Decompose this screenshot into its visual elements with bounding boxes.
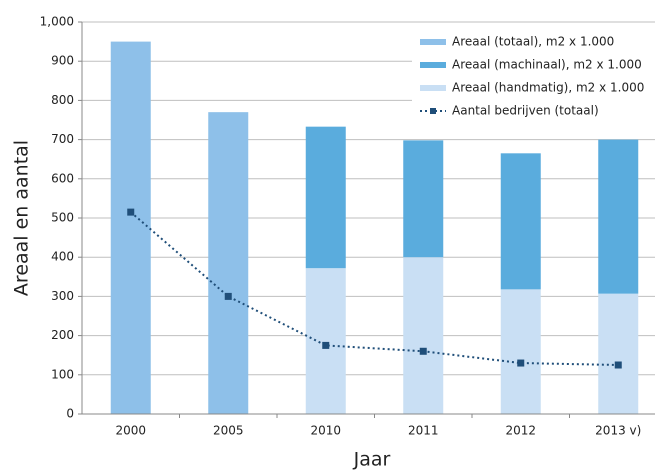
line	[130, 211, 619, 366]
x-axis-title: Jaar	[353, 449, 391, 470]
y-tick-label: 800	[51, 93, 74, 107]
legend-swatch	[420, 62, 446, 68]
y-tick-label: 400	[51, 250, 74, 264]
legend-marker	[430, 108, 436, 114]
x-tick-label: 2013 v)	[595, 424, 641, 438]
legend-bg	[412, 32, 657, 120]
x-tick-label: 2012	[505, 424, 536, 438]
bar	[500, 289, 541, 414]
x-tick-label: 2005	[213, 424, 244, 438]
legend-label: Aantal bedrijven (totaal)	[452, 104, 599, 118]
line-marker	[224, 292, 232, 300]
y-tick-label: 0	[66, 407, 74, 421]
bar	[598, 293, 639, 414]
legend-label: Areaal (machinaal), m2 x 1.000	[452, 58, 642, 72]
x-tick-label: 2010	[310, 424, 341, 438]
y-tick-label: 600	[51, 171, 74, 185]
bar	[500, 153, 541, 290]
y-tick-label: 700	[51, 132, 74, 146]
line-marker	[322, 341, 330, 349]
line-marker	[517, 359, 525, 367]
legend-swatch	[420, 39, 446, 45]
y-tick-label: 300	[51, 289, 74, 303]
bar	[110, 41, 151, 414]
y-tick-label: 500	[51, 211, 74, 225]
y-tick-label: 1,000	[40, 15, 74, 29]
bar	[305, 126, 346, 269]
legend-label: Areaal (handmatig), m2 x 1.000	[452, 81, 644, 95]
legend-label: Areaal (totaal), m2 x 1.000	[452, 35, 614, 49]
bar	[403, 140, 444, 258]
line-marker	[127, 208, 135, 216]
y-axis-title: Areaal en aantal	[11, 140, 33, 296]
y-tick-label: 200	[51, 328, 74, 342]
x-tick-label: 2000	[115, 424, 146, 438]
bar	[598, 139, 639, 294]
line-marker	[419, 347, 427, 355]
line-marker	[614, 361, 622, 369]
x-tick-label: 2011	[408, 424, 439, 438]
y-tick-label: 100	[51, 367, 74, 381]
bar	[305, 268, 346, 414]
bar	[208, 112, 249, 414]
legend-swatch	[420, 85, 446, 91]
y-tick-label: 900	[51, 54, 74, 68]
bar	[403, 257, 444, 414]
